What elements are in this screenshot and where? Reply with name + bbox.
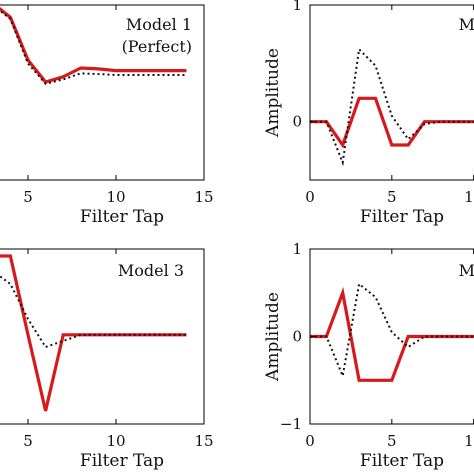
chart4-ytick-label: −1 — [280, 415, 302, 433]
chart1-panel: 5 10 15 Filter Tap Model 1 (Perfect) — [0, 4, 214, 227]
chart1-frame — [0, 4, 205, 181]
chart4-xtick-label: 0 — [305, 432, 315, 450]
chart3-xlabel: Filter Tap — [80, 451, 164, 471]
chart2-xlabel: Filter Tap — [360, 207, 444, 227]
chart1-xlabel: Filter Tap — [80, 207, 164, 227]
chart3-xtick-label: 5 — [23, 432, 33, 450]
chart1-model-line — [0, 6, 187, 84]
chart3-title-line: Model 3 — [118, 261, 184, 280]
chart3-reference-line — [0, 275, 187, 349]
chart4-xtick-label: 5 — [387, 432, 397, 450]
chart1-xtick-label: 15 — [194, 188, 213, 206]
chart3-panel: 5 10 15 Filter Tap Model 3 — [0, 248, 214, 471]
chart2-ylabel: Amplitude — [263, 48, 283, 138]
chart2-xtick-label: 10 — [464, 188, 474, 206]
chart3-xtick-label: 15 — [194, 432, 213, 450]
chart4-title-line: M — [459, 261, 474, 280]
chart2-xtick-label: 0 — [305, 188, 315, 206]
chart3-xtick-label: 10 — [106, 432, 125, 450]
chart4-ytick-label: 0 — [292, 328, 302, 346]
chart4-model-line — [310, 286, 474, 382]
chart2-frame — [309, 4, 474, 181]
chart1-xtick-label: 10 — [106, 188, 125, 206]
chart2-title-line: M — [459, 15, 474, 34]
chart3-frame — [0, 248, 205, 425]
chart2-panel: 0 5 10 0 1 Filter Tap Amplitude M — [263, 0, 474, 227]
chart2-model-line — [310, 96, 474, 149]
chart4-ytick-label: 1 — [292, 240, 302, 258]
chart1-xtick-label: 5 — [23, 188, 33, 206]
chart4-reference-line — [310, 282, 474, 380]
chart2-xtick-label: 5 — [387, 188, 397, 206]
chart1-title-line: Model 1 — [126, 15, 192, 34]
chart4-ylabel: Amplitude — [263, 292, 283, 382]
chart4-xlabel: Filter Tap — [360, 451, 444, 471]
chart4-xtick-label: 10 — [464, 432, 474, 450]
chart2-ytick-label: 1 — [292, 0, 302, 14]
chart1-title-line: (Perfect) — [122, 37, 192, 56]
chart2-ytick-label: 0 — [292, 113, 302, 131]
